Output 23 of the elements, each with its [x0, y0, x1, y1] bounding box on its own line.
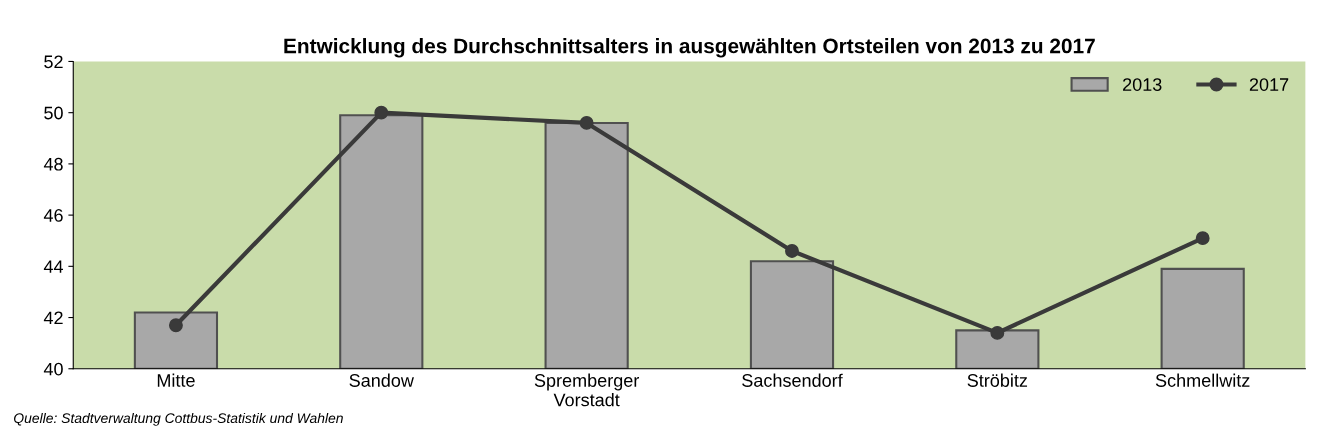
x-tick-label: Mitte — [157, 373, 195, 387]
point — [374, 105, 389, 120]
legend-label: 2013 — [1123, 78, 1162, 91]
y-tick-label: 40 — [43, 362, 63, 376]
x-tick-label: Sachsendorf — [742, 373, 843, 387]
source-note: Quelle: Stadtverwaltung Cottbus-Statistik und Wahlen — [14, 412, 343, 426]
point — [785, 244, 799, 258]
x-tick-label: Schmellwitz — [1155, 373, 1250, 387]
point — [990, 325, 1005, 340]
legend-label: 2017 — [1249, 78, 1289, 91]
y-tick-label: 52 — [44, 55, 63, 69]
chart-title: Entwicklung des Durchschnittsalters in ausgewählten Ortsteilen von 2013 zu 2017 — [284, 38, 1095, 58]
point — [1195, 231, 1210, 246]
point — [168, 318, 183, 333]
x-tick-label: Ströbitz — [967, 373, 1028, 387]
y-tick-label: 42 — [43, 311, 63, 325]
y-tick-label: 50 — [44, 106, 63, 120]
x-tick-label: Sandow — [349, 373, 414, 387]
x-tick-label: Spremberger Vorstadt — [534, 373, 640, 407]
point — [579, 115, 594, 130]
y-tick-label: 48 — [43, 157, 63, 171]
y-tick-label: 46 — [43, 209, 63, 222]
y-tick-label: 44 — [43, 260, 64, 273]
